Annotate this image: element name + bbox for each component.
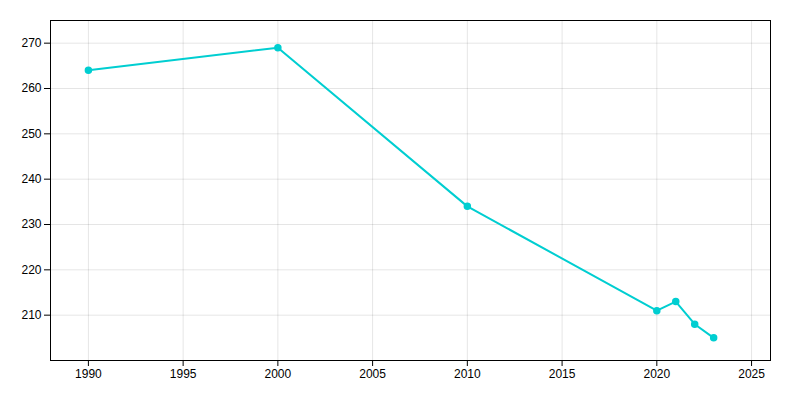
svg-text:230: 230 <box>21 217 41 231</box>
svg-text:2025: 2025 <box>738 367 765 381</box>
svg-text:220: 220 <box>21 263 41 277</box>
svg-text:2005: 2005 <box>359 367 386 381</box>
svg-text:2015: 2015 <box>549 367 576 381</box>
svg-text:210: 210 <box>21 308 41 322</box>
svg-text:260: 260 <box>21 81 41 95</box>
svg-text:1995: 1995 <box>170 367 197 381</box>
svg-text:250: 250 <box>21 127 41 141</box>
svg-text:1990: 1990 <box>75 367 102 381</box>
svg-text:2020: 2020 <box>643 367 670 381</box>
svg-text:2000: 2000 <box>265 367 292 381</box>
svg-text:270: 270 <box>21 36 41 50</box>
svg-text:2010: 2010 <box>454 367 481 381</box>
svg-text:240: 240 <box>21 172 41 186</box>
